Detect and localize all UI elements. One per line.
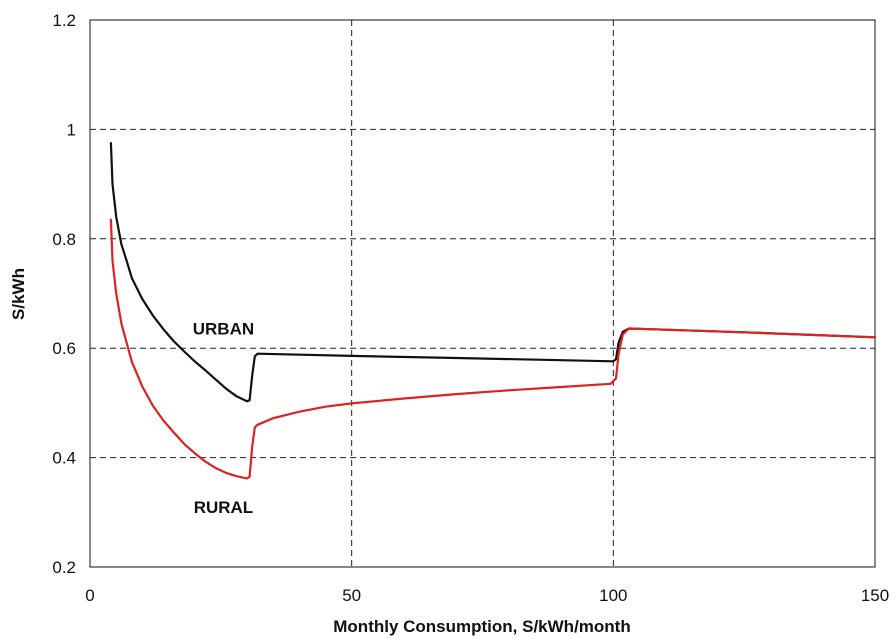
series-line-urban bbox=[109, 142, 877, 403]
series-annotations: URBAN RURAL bbox=[193, 320, 254, 517]
y-tick-label: 0.6 bbox=[52, 339, 76, 358]
series-label-urban: URBAN bbox=[193, 320, 254, 339]
plot-frame bbox=[89, 19, 876, 568]
y-tick-label: 1.2 bbox=[52, 11, 76, 30]
x-tick-label: 100 bbox=[599, 586, 627, 605]
series-lines bbox=[109, 142, 877, 480]
y-tick-label: 0.2 bbox=[52, 558, 76, 577]
x-tick-label: 50 bbox=[342, 586, 361, 605]
x-tick-label: 150 bbox=[861, 586, 889, 605]
x-tick-label: 0 bbox=[85, 586, 94, 605]
series-line-rural bbox=[109, 218, 877, 480]
y-tick-labels: 0.2 0.4 0.6 0.8 1 1.2 bbox=[52, 11, 76, 577]
y-tick-label: 0.4 bbox=[52, 449, 76, 468]
x-axis-title: Monthly Consumption, S/kWh/month bbox=[333, 617, 630, 636]
x-tick-labels: 0 50 100 150 bbox=[85, 586, 889, 605]
grid-lines bbox=[90, 20, 875, 567]
y-tick-label: 1 bbox=[67, 120, 76, 139]
y-tick-label: 0.8 bbox=[52, 230, 76, 249]
series-label-rural: RURAL bbox=[194, 498, 254, 517]
y-axis-title: S/kWh bbox=[9, 268, 28, 320]
